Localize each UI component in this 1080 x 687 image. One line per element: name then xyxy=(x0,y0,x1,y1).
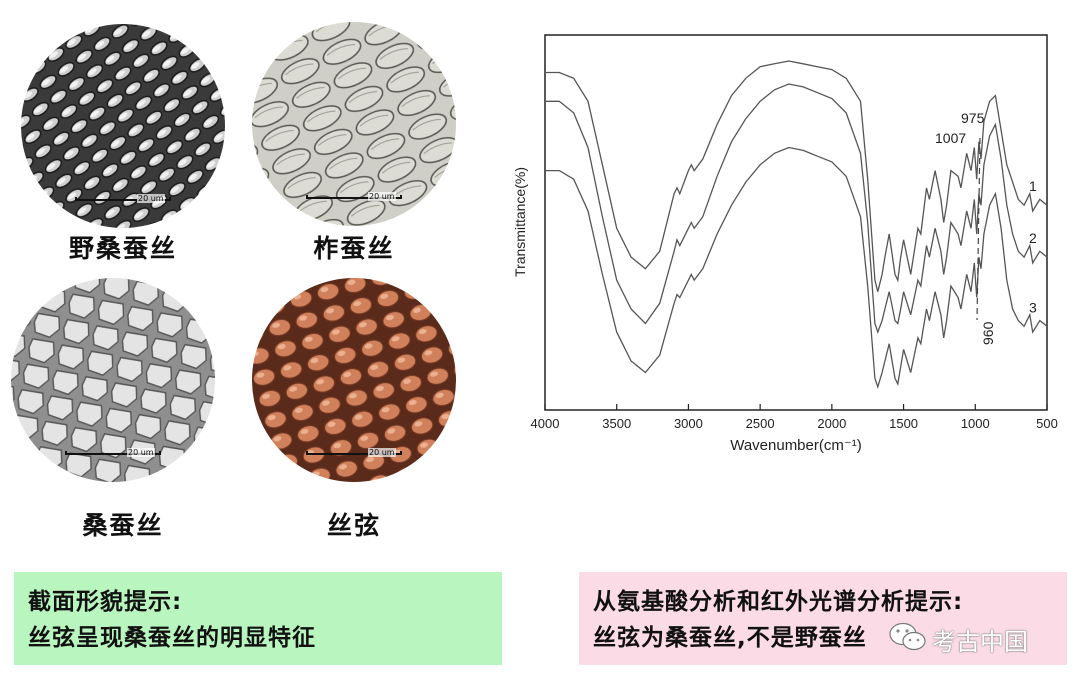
watermark: 考古中国 xyxy=(888,620,1058,656)
series-label-2: 2 xyxy=(1029,230,1037,246)
series-label-1: 1 xyxy=(1029,178,1037,194)
analysis-note-title: 从氨基酸分析和红外光谱分析提示: xyxy=(593,589,964,615)
morphology-note-body: 丝弦呈现桑蚕丝的明显特征 xyxy=(28,625,316,651)
caption-mulberry-silk: 桑蚕丝 xyxy=(82,511,164,540)
ir-spectrum-chart: 4000 3500 3000 2500 2000 1500 1000 500 123 975 … xyxy=(512,34,1058,454)
plot-frame xyxy=(544,34,1048,411)
x-tick-label: 4000 xyxy=(531,416,560,431)
x-tick-label: 1000 xyxy=(961,416,990,431)
micrograph-mulberry-silk: 20 um xyxy=(11,278,215,482)
caption-wild-silk: 野桑蚕丝 xyxy=(68,234,177,263)
scale-bar: 20 um xyxy=(306,448,402,462)
x-tick-label: 500 xyxy=(1036,416,1058,431)
scale-bar: 20 um xyxy=(65,448,161,462)
watermark-text: 考古中国 xyxy=(932,628,1028,656)
scale-bar: 20 um xyxy=(306,192,402,206)
scale-bar: 20 um xyxy=(75,194,171,208)
string-texture xyxy=(252,278,456,482)
annotation-975: 975 xyxy=(961,110,985,126)
x-axis-label: Wavenumber(cm⁻¹) xyxy=(730,437,862,454)
spectrum-line-2 xyxy=(545,83,1048,335)
series-label-3: 3 xyxy=(1029,299,1037,315)
tussah-silk-texture xyxy=(252,22,456,226)
micrograph-string: 20 um xyxy=(252,278,456,482)
x-tick-label: 2500 xyxy=(746,416,775,431)
spectrum-line-1 xyxy=(545,60,1048,292)
caption-tussah-silk: 柞蚕丝 xyxy=(313,234,395,263)
caption-string: 丝弦 xyxy=(326,511,381,540)
marker-line-975 xyxy=(976,137,981,321)
annotation-960: 960 xyxy=(980,321,996,345)
micrograph-wild-silk: 20 um xyxy=(21,24,225,228)
x-tick-label: 1500 xyxy=(889,416,918,431)
mulberry-silk-texture xyxy=(11,278,215,482)
wild-silk-texture xyxy=(21,24,225,228)
x-tick-label: 3500 xyxy=(602,416,631,431)
y-axis-label: Transmittance(%) xyxy=(512,167,528,277)
analysis-note: 从氨基酸分析和红外光谱分析提示: 丝弦为桑蚕丝,不是野蚕丝 xyxy=(579,572,1067,665)
micrograph-tussah-silk: 20 um xyxy=(252,22,456,226)
spectrum-line-3 xyxy=(545,146,1048,390)
wechat-icon xyxy=(889,622,926,651)
morphology-note-title: 截面形貌提示: xyxy=(28,589,183,615)
annotation-1007: 1007 xyxy=(935,130,966,146)
analysis-note-body: 丝弦为桑蚕丝,不是野蚕丝 xyxy=(593,625,867,651)
x-tick-label: 2000 xyxy=(817,416,846,431)
morphology-note: 截面形貌提示: 丝弦呈现桑蚕丝的明显特征 xyxy=(14,572,502,665)
x-tick-label: 3000 xyxy=(674,416,703,431)
